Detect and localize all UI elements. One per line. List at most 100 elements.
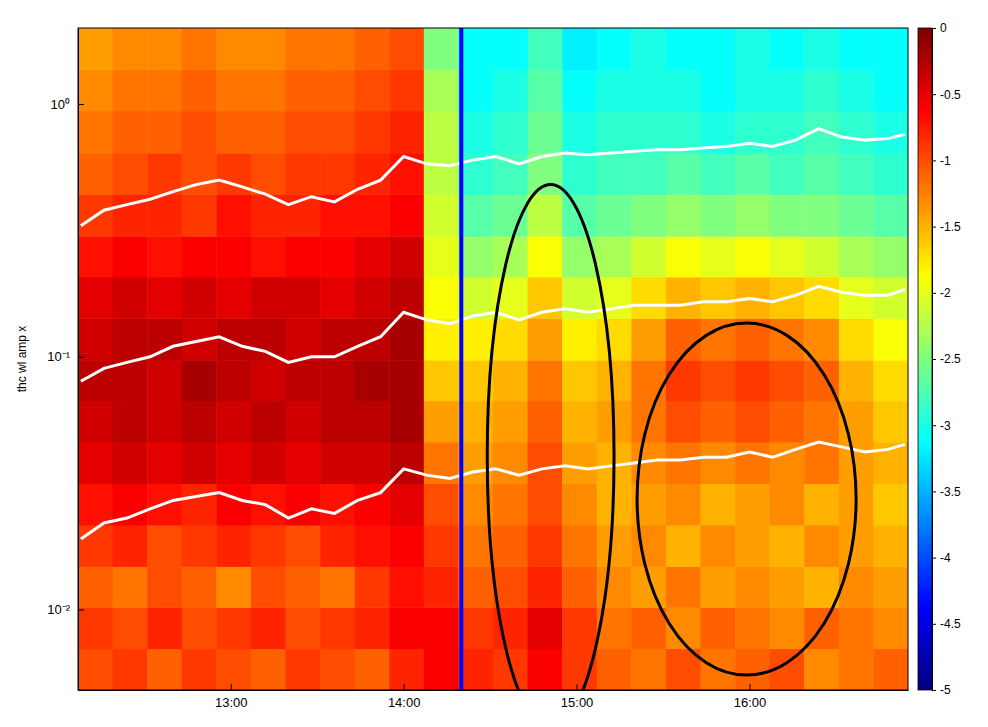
cell xyxy=(528,28,563,70)
cell xyxy=(424,153,459,195)
axis-title: thc wl amp x xyxy=(15,326,29,393)
cell xyxy=(251,401,286,443)
tick-mark xyxy=(932,227,936,228)
cell xyxy=(320,28,355,70)
cell xyxy=(701,236,736,277)
cell xyxy=(147,442,182,484)
cell xyxy=(320,525,355,567)
cell xyxy=(458,566,493,607)
cell xyxy=(562,607,597,649)
cell xyxy=(286,484,321,526)
tick: 10⁻¹ xyxy=(47,349,84,364)
cell xyxy=(839,607,874,649)
cell xyxy=(562,360,597,401)
cell xyxy=(873,401,908,443)
cell xyxy=(631,194,666,237)
cell xyxy=(839,70,874,112)
cell xyxy=(113,649,148,690)
tick: 10⁰ xyxy=(51,97,84,112)
cell xyxy=(389,111,424,154)
cell xyxy=(873,318,908,360)
cell xyxy=(78,442,113,484)
cell xyxy=(182,111,217,154)
cell xyxy=(355,442,390,484)
tick-label: -2 xyxy=(940,286,951,300)
cell xyxy=(355,649,390,690)
cell xyxy=(355,111,390,154)
cell xyxy=(182,607,217,649)
cell xyxy=(804,525,839,567)
tick: -1.5 xyxy=(932,220,961,234)
cell xyxy=(286,277,321,319)
cell xyxy=(182,277,217,319)
tick: 16:00 xyxy=(734,684,767,710)
cell xyxy=(770,194,805,237)
cell xyxy=(528,649,563,690)
cell xyxy=(666,236,701,277)
cell xyxy=(735,566,770,607)
cell xyxy=(701,401,736,443)
cell xyxy=(873,70,908,112)
cell xyxy=(113,28,148,70)
cell xyxy=(458,236,493,277)
cell xyxy=(113,111,148,154)
cell xyxy=(216,360,251,401)
cell xyxy=(528,401,563,443)
cell xyxy=(839,28,874,70)
cell xyxy=(666,401,701,443)
cell xyxy=(355,28,390,70)
cell xyxy=(597,28,632,70)
cell xyxy=(286,153,321,195)
tick: -1 xyxy=(932,154,951,168)
cell xyxy=(666,153,701,195)
tick-mark xyxy=(932,359,936,360)
cell xyxy=(562,649,597,690)
cell xyxy=(216,649,251,690)
cell xyxy=(458,28,493,70)
axis-line xyxy=(78,29,79,691)
cell xyxy=(493,360,528,401)
cell xyxy=(458,111,493,154)
cell xyxy=(735,484,770,526)
cell xyxy=(804,442,839,484)
tick-mark xyxy=(749,684,750,690)
cell xyxy=(631,360,666,401)
cell xyxy=(147,360,182,401)
cell xyxy=(216,277,251,319)
cell xyxy=(113,401,148,443)
cell xyxy=(493,153,528,195)
cell xyxy=(78,566,113,607)
tick-label: -3 xyxy=(940,419,951,433)
cell xyxy=(424,194,459,237)
cell xyxy=(458,607,493,649)
cell xyxy=(113,70,148,112)
cell xyxy=(251,277,286,319)
cell xyxy=(286,111,321,154)
cell xyxy=(873,649,908,690)
cell xyxy=(286,236,321,277)
cell xyxy=(113,277,148,319)
tick-mark xyxy=(78,104,84,105)
cell xyxy=(424,401,459,443)
cell xyxy=(666,70,701,112)
cell xyxy=(78,484,113,526)
cell xyxy=(528,236,563,277)
tick: 10⁻² xyxy=(47,602,84,617)
cell xyxy=(251,566,286,607)
tick-label: -2.5 xyxy=(940,352,961,366)
cell xyxy=(320,153,355,195)
tick-mark xyxy=(78,609,84,610)
cell xyxy=(770,28,805,70)
cell xyxy=(113,318,148,360)
cell xyxy=(597,194,632,237)
cell xyxy=(770,236,805,277)
cell xyxy=(78,401,113,443)
cell xyxy=(735,607,770,649)
cell xyxy=(493,484,528,526)
cell xyxy=(147,70,182,112)
cell xyxy=(216,194,251,237)
cell xyxy=(182,484,217,526)
tick-label: -4.5 xyxy=(940,617,961,631)
cell xyxy=(389,484,424,526)
cell xyxy=(528,442,563,484)
